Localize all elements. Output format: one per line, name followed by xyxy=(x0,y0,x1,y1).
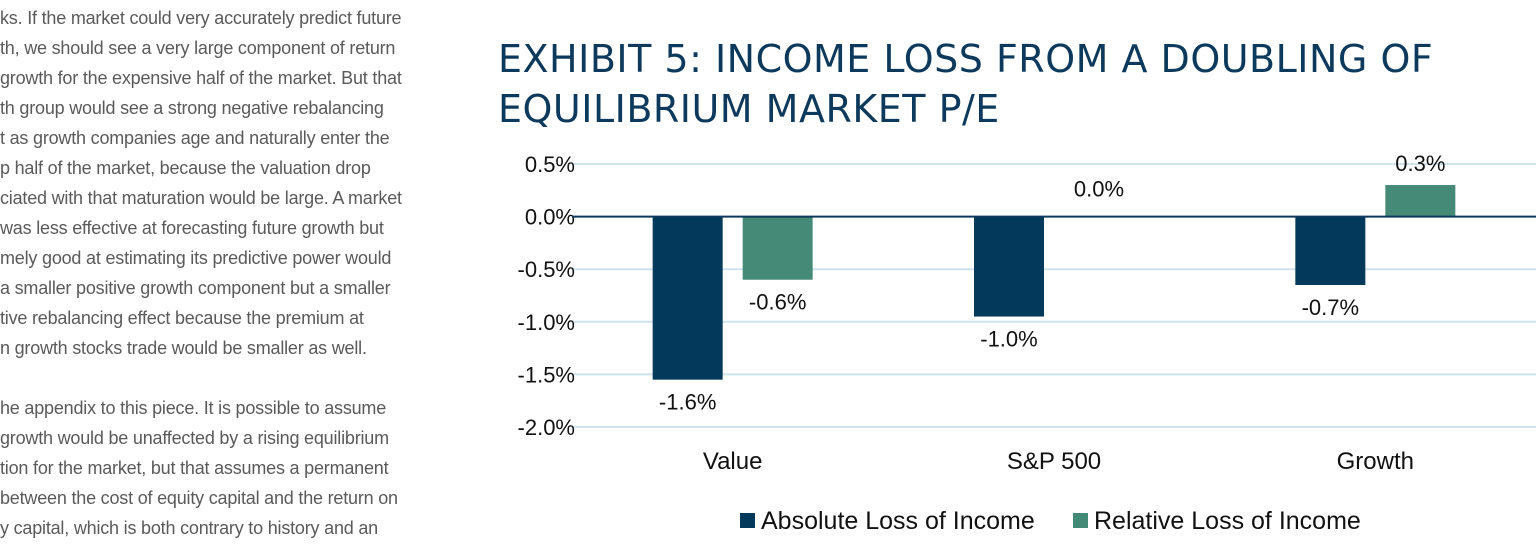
data-label: -1.6% xyxy=(659,390,716,415)
x-category-label: Growth xyxy=(1337,448,1414,475)
body-text-line: p half of the market, because the valuat… xyxy=(0,158,371,178)
body-text-line: tive rebalancing effect because the prem… xyxy=(0,308,364,328)
bar-relative xyxy=(742,216,813,280)
body-text-line: between the cost of equity capital and t… xyxy=(0,488,398,508)
body-text-line: a smaller positive growth component but … xyxy=(0,278,391,298)
body-text-line: th, we should see a very large component… xyxy=(0,38,396,58)
y-tick-label: -1.0% xyxy=(518,310,575,335)
y-tick-label: 0.5% xyxy=(525,152,575,177)
data-label: 0.3% xyxy=(1395,151,1445,176)
body-text-line: th group would see a strong negative reb… xyxy=(0,98,384,118)
legend-label: Absolute Loss of Income xyxy=(761,507,1035,535)
bar-absolute xyxy=(1295,216,1366,285)
body-text-line: t as growth companies age and naturally … xyxy=(0,128,390,148)
body-text-line: tion for the market, but that assumes a … xyxy=(0,458,389,478)
legend-swatch xyxy=(1073,513,1088,528)
y-tick-label: -0.5% xyxy=(518,257,575,282)
body-text-line: n growth stocks trade would be smaller a… xyxy=(0,338,367,358)
exhibit-title-line-1: EXHIBIT 5: INCOME LOSS FROM A DOUBLING O… xyxy=(498,37,1434,81)
body-text-line: mely good at estimating its predictive p… xyxy=(0,248,392,268)
bar-relative xyxy=(1385,185,1456,217)
y-tick-label: -2.0% xyxy=(518,415,575,440)
x-category-label: S&P 500 xyxy=(1007,448,1101,475)
body-text-line: was less effective at forecasting future… xyxy=(0,218,384,238)
body-text-line: y capital, which is both contrary to his… xyxy=(0,518,378,538)
body-text-column: ks. If the market could very accurately … xyxy=(0,0,445,555)
body-text-line: ks. If the market could very accurately … xyxy=(0,8,402,28)
body-text-line: he appendix to this piece. It is possibl… xyxy=(0,398,387,418)
data-label: 0.0% xyxy=(1074,177,1124,202)
x-category-label: Value xyxy=(703,448,763,475)
legend-swatch xyxy=(740,513,755,528)
body-text-line: growth for the expensive half of the mar… xyxy=(0,68,402,88)
bar-absolute xyxy=(652,216,723,380)
exhibit-title: EXHIBIT 5: INCOME LOSS FROM A DOUBLING O… xyxy=(498,34,1518,134)
data-label: -0.7% xyxy=(1302,295,1359,320)
y-tick-label: -1.5% xyxy=(518,362,575,387)
y-tick-label: 0.0% xyxy=(525,205,575,230)
legend-label: Relative Loss of Income xyxy=(1094,507,1361,535)
data-label: -1.0% xyxy=(980,327,1037,352)
exhibit-title-line-2: EQUILIBRIUM MARKET P/E xyxy=(498,87,1000,131)
bar-absolute xyxy=(974,216,1044,317)
body-text-line: ciated with that maturation would be lar… xyxy=(0,188,402,208)
body-text-line: growth would be unaffected by a rising e… xyxy=(0,428,389,448)
data-label: -0.6% xyxy=(749,290,806,315)
